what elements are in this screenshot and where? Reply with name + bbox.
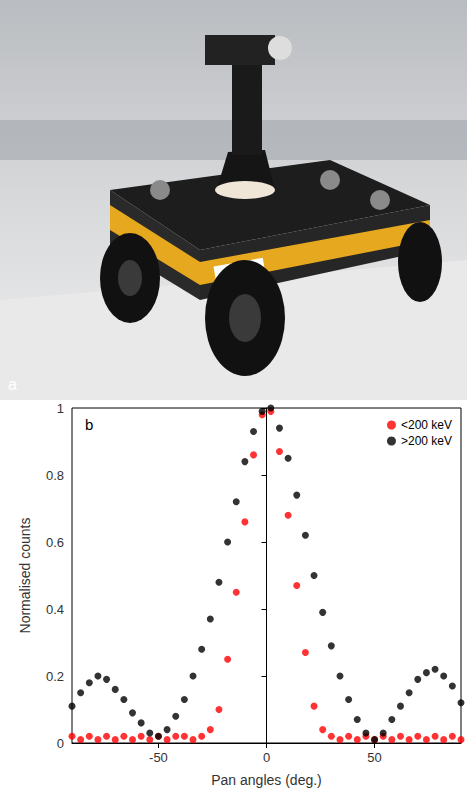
svg-text:50: 50 [367, 750, 381, 765]
svg-text:Pan angles (deg.): Pan angles (deg.) [211, 772, 322, 788]
svg-text:b: b [85, 416, 93, 433]
svg-text:0.2: 0.2 [46, 669, 64, 684]
svg-text:0: 0 [263, 750, 270, 765]
svg-text:1: 1 [57, 401, 64, 416]
svg-text:<200 keV: <200 keV [401, 418, 452, 432]
svg-text:>200 keV: >200 keV [401, 434, 452, 448]
svg-text:0.6: 0.6 [46, 535, 64, 550]
svg-text:0.4: 0.4 [46, 602, 64, 617]
svg-text:0: 0 [57, 736, 64, 751]
svg-text:0.8: 0.8 [46, 468, 64, 483]
html-text:a: a [8, 376, 17, 393]
svg-text:-50: -50 [149, 750, 168, 765]
svg-text:Normalised counts: Normalised counts [17, 518, 33, 634]
